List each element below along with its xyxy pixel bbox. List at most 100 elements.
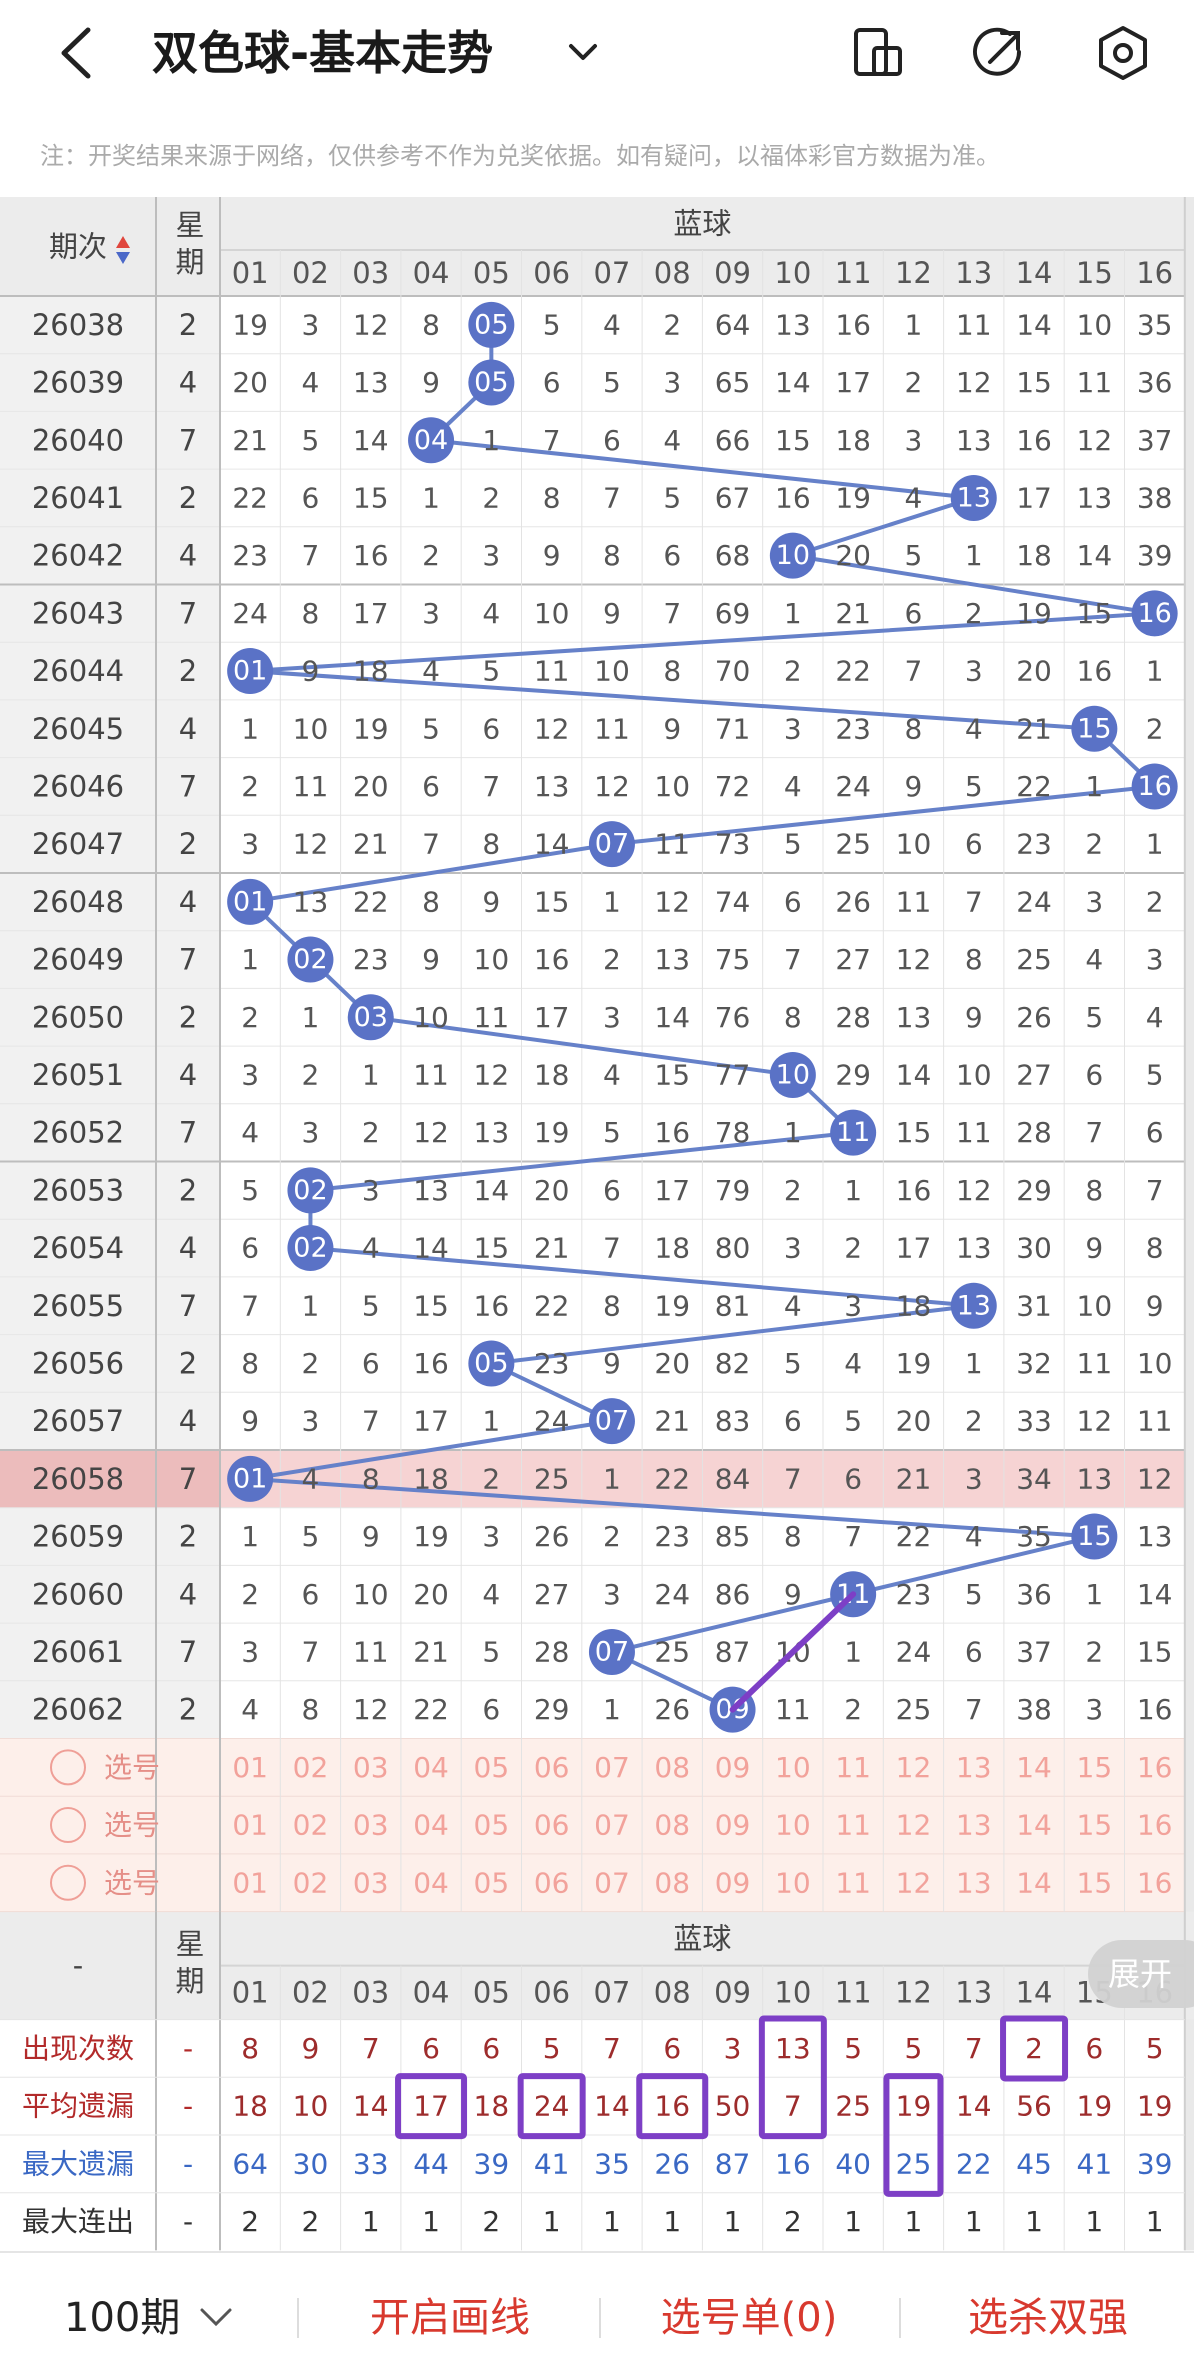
back-button[interactable]	[61, 27, 91, 79]
pick-number[interactable]: 13	[956, 1809, 992, 1842]
miss-count: 14	[353, 424, 389, 457]
pick-number[interactable]: 15	[1077, 1866, 1113, 1899]
weekday: 4	[179, 1404, 197, 1438]
weekday: 2	[179, 481, 197, 515]
miss-count: 28	[534, 1635, 570, 1668]
miss-count: 7	[302, 539, 320, 572]
share-icon[interactable]	[973, 27, 1021, 76]
pick-number[interactable]: 14	[1016, 1751, 1052, 1784]
pick-number[interactable]: 09	[715, 1809, 751, 1842]
layout-icon[interactable]	[854, 28, 902, 76]
period-dropdown[interactable]	[200, 2308, 232, 2327]
pick-number[interactable]: 04	[413, 1809, 449, 1842]
pick-number[interactable]: 05	[474, 1866, 510, 1899]
pick-number[interactable]: 03	[353, 1809, 389, 1842]
pick-label[interactable]: 选号	[104, 1809, 160, 1842]
period: 26053	[32, 1173, 124, 1207]
pick-number[interactable]: 01	[232, 1866, 268, 1899]
miss-count: 8	[422, 885, 440, 918]
pick-list-button[interactable]: 选号单(0)	[661, 2295, 838, 2341]
stats-value: 2	[784, 2205, 802, 2238]
sort-down[interactable]	[116, 252, 130, 264]
expand-label[interactable]: 展开	[1108, 1955, 1172, 1993]
pick-number[interactable]: 01	[232, 1751, 268, 1784]
pick-number[interactable]: 01	[232, 1809, 268, 1842]
pick-label[interactable]: 选号	[104, 1751, 160, 1784]
miss-count: 34	[1016, 1462, 1052, 1495]
miss-count: 5	[1085, 1001, 1103, 1034]
miss-count: 22	[1016, 770, 1052, 803]
expand-button[interactable]	[1088, 1940, 1194, 2008]
pick-number[interactable]: 06	[534, 1866, 570, 1899]
pick-number[interactable]: 09	[715, 1866, 751, 1899]
stats-value: 6	[422, 2032, 440, 2065]
settings-icon[interactable]	[1099, 26, 1147, 80]
miss-count: 4	[905, 481, 923, 514]
pick-number[interactable]: 04	[413, 1866, 449, 1899]
miss-count: 2	[905, 366, 923, 399]
pick-number[interactable]: 06	[534, 1751, 570, 1784]
pick-number[interactable]: 08	[654, 1809, 690, 1842]
pick-number[interactable]: 06	[534, 1809, 570, 1842]
miss-count: 20	[1016, 655, 1052, 688]
pick-number[interactable]: 13	[956, 1751, 992, 1784]
pick-number[interactable]: 02	[293, 1809, 329, 1842]
pick-number[interactable]: 07	[594, 1809, 630, 1842]
pick-number[interactable]: 08	[654, 1866, 690, 1899]
pick-number[interactable]: 14	[1016, 1866, 1052, 1899]
pick-number[interactable]: 16	[1137, 1809, 1173, 1842]
pick-number[interactable]: 03	[353, 1751, 389, 1784]
stats-value: 35	[594, 2147, 630, 2180]
pick-number[interactable]: 02	[293, 1751, 329, 1784]
blue-ball	[769, 1051, 816, 1098]
pick-number[interactable]: 15	[1077, 1809, 1113, 1842]
pick-number[interactable]: 12	[896, 1866, 932, 1899]
pick-number[interactable]: 10	[775, 1751, 811, 1784]
miss-count: 28	[1016, 1116, 1052, 1149]
pick-radio[interactable]	[50, 1807, 86, 1844]
pick-number[interactable]: 08	[654, 1751, 690, 1784]
miss-count: 9	[603, 1347, 621, 1380]
pick-number[interactable]: 09	[715, 1751, 751, 1784]
pick-number[interactable]: 05	[474, 1809, 510, 1842]
miss-count: 6	[603, 1174, 621, 1207]
pick-number[interactable]: 05	[474, 1751, 510, 1784]
pick-number[interactable]: 04	[413, 1751, 449, 1784]
pick-number[interactable]: 13	[956, 1866, 992, 1899]
pick-number[interactable]: 02	[293, 1866, 329, 1899]
stats-value: 39	[474, 2147, 510, 2180]
pick-number[interactable]: 15	[1077, 1751, 1113, 1784]
sort-up[interactable]	[116, 236, 130, 248]
miss-count: 5	[482, 655, 500, 688]
title-dropdown[interactable]	[569, 44, 597, 60]
filter-button[interactable]: 选杀双强	[968, 2295, 1128, 2341]
period-header[interactable]: 期次	[49, 230, 107, 264]
pick-number[interactable]: 11	[835, 1866, 871, 1899]
draw-line-button[interactable]: 开启画线	[370, 2295, 530, 2341]
pick-number[interactable]: 12	[896, 1751, 932, 1784]
miss-count: 7	[965, 885, 983, 918]
pick-number[interactable]: 07	[594, 1751, 630, 1784]
pick-number[interactable]: 16	[1137, 1751, 1173, 1784]
pick-radio[interactable]	[50, 1864, 86, 1901]
pick-number[interactable]: 10	[775, 1866, 811, 1899]
pick-number[interactable]: 12	[896, 1809, 932, 1842]
page-title[interactable]: 双色球-基本走势	[152, 26, 493, 80]
annotation-line	[729, 1591, 857, 1713]
pick-label[interactable]: 选号	[104, 1866, 160, 1899]
miss-count: 17	[896, 1232, 932, 1265]
ball-number: 11	[836, 1117, 870, 1148]
stats-value: 1	[422, 2205, 440, 2238]
miss-count: 16	[1137, 1693, 1173, 1726]
pick-number[interactable]: 14	[1016, 1809, 1052, 1842]
pick-number[interactable]: 03	[353, 1866, 389, 1899]
period-selector[interactable]: 100期	[64, 2295, 180, 2341]
column-label: 08	[654, 1976, 691, 2010]
pick-radio[interactable]	[50, 1749, 86, 1786]
pick-number[interactable]: 11	[835, 1751, 871, 1784]
pick-number[interactable]: 16	[1137, 1866, 1173, 1899]
miss-count: 3	[1085, 885, 1103, 918]
pick-number[interactable]: 07	[594, 1866, 630, 1899]
pick-number[interactable]: 11	[835, 1809, 871, 1842]
pick-number[interactable]: 10	[775, 1809, 811, 1842]
